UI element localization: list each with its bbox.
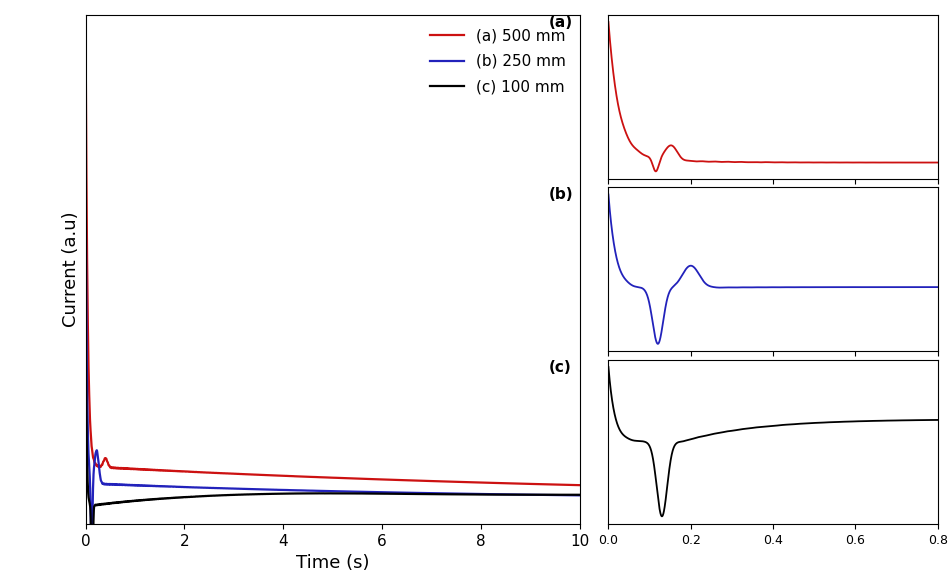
(c) 100 mm <box>394 490 406 497</box>
(b) 250 mm <box>472 491 484 498</box>
(b) 250 mm <box>574 492 585 499</box>
(c) 100 mm <box>105 500 116 507</box>
(b) 250 mm <box>259 486 270 493</box>
(c) 100 mm <box>446 491 458 498</box>
Line: (b) 250 mm: (b) 250 mm <box>86 181 580 552</box>
(a) 500 mm <box>80 40 91 47</box>
Text: (c): (c) <box>549 360 572 375</box>
(c) 100 mm <box>259 491 270 498</box>
(a) 500 mm <box>372 476 384 483</box>
(c) 100 mm <box>80 290 91 297</box>
(a) 500 mm <box>259 471 270 478</box>
(b) 250 mm <box>80 178 91 184</box>
(b) 250 mm <box>394 489 406 496</box>
(b) 250 mm <box>446 490 458 497</box>
(c) 100 mm <box>372 490 384 497</box>
(a) 500 mm <box>394 477 406 484</box>
(a) 500 mm <box>574 482 585 489</box>
(b) 250 mm <box>105 481 116 488</box>
(c) 100 mm <box>574 491 585 498</box>
(c) 100 mm <box>472 491 484 498</box>
(b) 250 mm <box>86 549 97 556</box>
Text: (b): (b) <box>549 187 574 202</box>
Line: (a) 500 mm: (a) 500 mm <box>86 43 580 485</box>
(a) 500 mm <box>472 479 484 486</box>
Y-axis label: Current (a.u): Current (a.u) <box>62 211 80 327</box>
(b) 250 mm <box>372 489 384 496</box>
X-axis label: Time (s): Time (s) <box>296 554 369 572</box>
Legend: (a) 500 mm, (b) 250 mm, (c) 100 mm: (a) 500 mm, (b) 250 mm, (c) 100 mm <box>424 22 572 101</box>
Line: (c) 100 mm: (c) 100 mm <box>86 293 580 582</box>
(a) 500 mm <box>105 464 116 471</box>
(a) 500 mm <box>446 478 458 485</box>
Text: (a): (a) <box>549 15 573 30</box>
